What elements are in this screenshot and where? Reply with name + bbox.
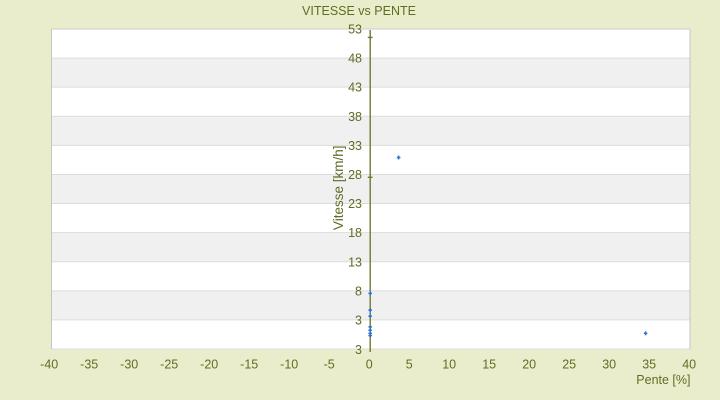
svg-text:35: 35 <box>642 358 656 372</box>
svg-text:18: 18 <box>348 226 362 240</box>
svg-text:VITESSE vs PENTE: VITESSE vs PENTE <box>302 4 416 18</box>
svg-text:-40: -40 <box>40 358 58 372</box>
svg-text:28: 28 <box>348 168 362 182</box>
svg-text:Vitesse [km/h]: Vitesse [km/h] <box>331 146 346 231</box>
svg-text:48: 48 <box>348 52 362 66</box>
svg-text:53: 53 <box>348 23 362 37</box>
svg-text:3: 3 <box>355 314 362 328</box>
svg-text:20: 20 <box>522 358 536 372</box>
svg-text:-5: -5 <box>324 358 335 372</box>
svg-text:38: 38 <box>348 110 362 124</box>
svg-text:30: 30 <box>602 358 616 372</box>
svg-text:43: 43 <box>348 81 362 95</box>
svg-text:-15: -15 <box>240 358 258 372</box>
svg-text:3: 3 <box>355 343 362 357</box>
svg-text:-20: -20 <box>200 358 218 372</box>
svg-text:-30: -30 <box>120 358 138 372</box>
svg-text:Pente [%]: Pente [%] <box>636 373 690 387</box>
svg-text:25: 25 <box>562 358 576 372</box>
svg-text:33: 33 <box>348 139 362 153</box>
svg-text:40: 40 <box>682 358 696 372</box>
svg-text:23: 23 <box>348 197 362 211</box>
svg-text:15: 15 <box>482 358 496 372</box>
svg-text:10: 10 <box>442 358 456 372</box>
svg-text:-35: -35 <box>80 358 98 372</box>
svg-text:-10: -10 <box>280 358 298 372</box>
svg-text:5: 5 <box>406 358 413 372</box>
svg-text:0: 0 <box>366 358 373 372</box>
svg-text:8: 8 <box>355 284 362 298</box>
svg-text:13: 13 <box>348 255 362 269</box>
svg-text:-25: -25 <box>160 358 178 372</box>
